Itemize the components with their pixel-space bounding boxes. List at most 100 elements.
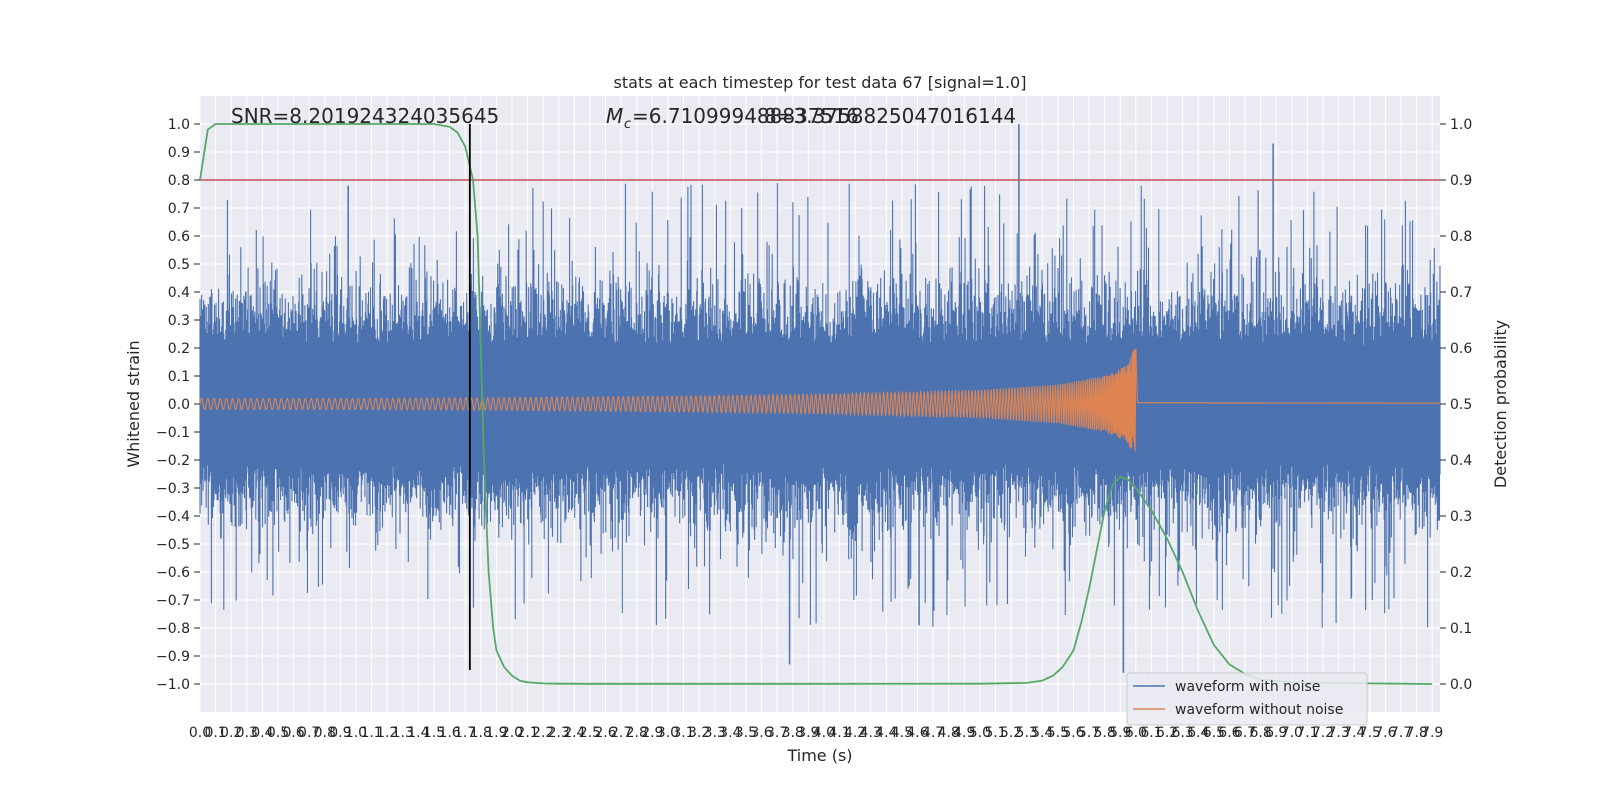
y-axis-right-ticks: 0.0 0.1 0.2 0.3 0.4 0.5 0.6 0.7 0.8 0.9 1.0 <box>1440 117 1472 693</box>
noise-trace <box>199 183 1441 628</box>
x-tick-label: 4.8 <box>938 725 960 741</box>
x-tick-label: 5.1 <box>984 725 1006 741</box>
probability-trace <box>199 123 1433 685</box>
x-tick-label: 3.8 <box>782 725 804 741</box>
x-tick-label: 5.8 <box>1094 725 1116 741</box>
y-right-tick-label: 0.6 <box>1450 341 1472 357</box>
x-tick-label: 2.9 <box>641 725 663 741</box>
legend-box <box>1126 672 1368 726</box>
x-tick-label: 1.4 <box>407 725 429 741</box>
x-tick-label: 6.7 <box>1234 725 1256 741</box>
x-tick-label: 3.2 <box>688 725 710 741</box>
y-right-tick-label: 0.5 <box>1450 397 1472 413</box>
y-tick-label: 0.1 <box>168 369 190 385</box>
x-tick-label: 3.3 <box>704 725 726 741</box>
x-tick-label: 3.5 <box>735 725 757 741</box>
x-tick-label: 7.4 <box>1343 725 1365 741</box>
x-tick-label: 1.9 <box>485 725 507 741</box>
x-tick-label: 6.6 <box>1218 725 1240 741</box>
x-tick-label: 7.5 <box>1359 725 1381 741</box>
x-tick-label: 1.1 <box>360 725 382 741</box>
series-detection-probability <box>199 123 1433 685</box>
x-tick-label: 5.5 <box>1047 725 1069 741</box>
x-tick-label: 1.0 <box>345 725 367 741</box>
y-tick-label: −0.1 <box>156 425 190 441</box>
x-tick-label: 3.0 <box>657 725 679 741</box>
x-tick-label: 3.4 <box>719 725 741 741</box>
y-tick-label: 0.3 <box>168 313 190 329</box>
x-tick-label: 0.7 <box>298 725 320 741</box>
y-tick-label: −0.7 <box>156 593 190 609</box>
x-tick-label: 5.0 <box>969 725 991 741</box>
y-axis-ticks: −1.0 −0.9 −0.8 −0.7 −0.6 −0.5 −0.4 −0.3 −0.2 −0.1… <box>156 117 200 693</box>
y-right-tick-label: 0.9 <box>1450 173 1472 189</box>
x-tick-label: 7.9 <box>1421 725 1443 741</box>
x-tick-label: 0.3 <box>236 725 258 741</box>
x-tick-label: 6.0 <box>1125 725 1147 741</box>
y-axis-right-label: Detection probability <box>1491 320 1510 488</box>
y-tick-label: −0.8 <box>156 621 190 637</box>
x-tick-label: 6.4 <box>1187 725 1209 741</box>
chirp-mass-subscript: c <box>624 117 631 132</box>
y-axis-label: Whitened strain <box>124 340 143 467</box>
y-right-tick-label: 0.7 <box>1450 285 1472 301</box>
series-waveform-with-noise <box>199 124 1441 673</box>
x-tick-label: 6.5 <box>1203 725 1225 741</box>
x-tick-label: 5.6 <box>1062 725 1084 741</box>
x-tick-label: 3.6 <box>750 725 772 741</box>
x-tick-label: 2.4 <box>563 725 585 741</box>
legend: waveform with noise waveform without noi… <box>1126 672 1368 726</box>
snr-annotation: SNR=8.201924324035645 <box>231 104 499 128</box>
y-tick-label: 0.8 <box>168 173 190 189</box>
x-tick-label: 2.3 <box>548 725 570 741</box>
x-tick-label: 6.2 <box>1156 725 1178 741</box>
x-tick-label: 4.1 <box>828 725 850 741</box>
y-tick-label: 0.5 <box>168 257 190 273</box>
legend-label-noise: waveform with noise <box>1175 679 1320 695</box>
clean-trace <box>199 348 1440 452</box>
x-tick-label: 1.5 <box>423 725 445 741</box>
x-tick-label: 5.4 <box>1031 725 1053 741</box>
y-tick-label: 0.0 <box>168 397 190 413</box>
x-tick-label: 1.3 <box>392 725 414 741</box>
x-tick-label: 0.9 <box>329 725 351 741</box>
x-tick-label: 3.1 <box>672 725 694 741</box>
x-tick-label: 1.2 <box>376 725 398 741</box>
y-tick-label: −0.4 <box>156 509 190 525</box>
chirp-mass-symbol: M <box>606 104 623 128</box>
x-tick-label: 0.4 <box>251 725 273 741</box>
x-tick-label: 6.1 <box>1140 725 1162 741</box>
x-tick-label: 7.8 <box>1405 725 1427 741</box>
x-tick-label: 0.0 <box>189 725 211 741</box>
x-tick-label: 7.7 <box>1390 725 1412 741</box>
overlap-annotation: 8=3.3758825047016144 <box>764 104 1016 128</box>
x-tick-label: 5.2 <box>1000 725 1022 741</box>
y-right-tick-label: 0.1 <box>1450 621 1472 637</box>
chart-title: stats at each timestep for test data 67 … <box>614 73 1027 92</box>
y-right-tick-label: 0.8 <box>1450 229 1472 245</box>
y-right-tick-label: 0.3 <box>1450 509 1472 525</box>
x-tick-label: 2.7 <box>610 725 632 741</box>
x-tick-label: 3.9 <box>797 725 819 741</box>
x-tick-label: 1.6 <box>438 725 460 741</box>
x-tick-label: 4.6 <box>906 725 928 741</box>
x-tick-label: 4.7 <box>922 725 944 741</box>
y-right-tick-label: 0.4 <box>1450 453 1472 469</box>
x-tick-label: 6.3 <box>1172 725 1194 741</box>
x-tick-label: 7.6 <box>1374 725 1396 741</box>
x-tick-label: 1.7 <box>454 725 476 741</box>
x-tick-label: 2.1 <box>516 725 538 741</box>
legend-label-clean: waveform without noise <box>1175 702 1343 718</box>
x-tick-label: 1.8 <box>470 725 492 741</box>
y-tick-label: −1.0 <box>156 677 190 693</box>
x-axis-ticks: 0.00.10.20.30.40.50.60.70.80.91.01.11.21… <box>189 725 1443 741</box>
x-tick-label: 4.9 <box>953 725 975 741</box>
x-tick-label: 5.9 <box>1109 725 1131 741</box>
x-axis-label: Time (s) <box>786 746 852 765</box>
x-tick-label: 4.4 <box>875 725 897 741</box>
y-tick-label: 1.0 <box>168 117 190 133</box>
y-tick-label: 0.2 <box>168 341 190 357</box>
chirp-mass-value: =6.710999488837516 <box>632 104 859 128</box>
y-tick-label: 0.9 <box>168 145 190 161</box>
